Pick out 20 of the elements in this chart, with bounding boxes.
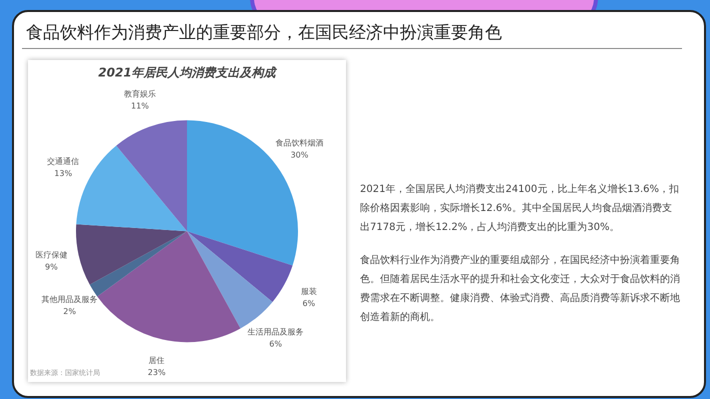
data-label: 13%: [54, 169, 72, 178]
text: 食品饮料行业作为消费产业的重要组成部分，在国民经济中扮演着重要角色。但随着居民生活水平的提升和社会文化变迁，大众对于食品饮料的消费需求在不断调整。健康消费、体验式消费、高品质消费等新诉求不断地创造着新的商机。: [360, 254, 680, 325]
slice-label: 居住: [148, 356, 165, 365]
slice-label: 交通通信: [47, 157, 80, 166]
data-label: 30%: [290, 150, 309, 160]
data-label: 6%: [269, 339, 282, 348]
slice-label: 其他用品及服务: [42, 294, 98, 304]
text: 2021年，全国居民人均消费支出24100元，比上年名义增长13.6%，扣除价格因素影响，实际增长12.6%。其中全国居民人均食品烟酒消费支出7178元，增长12.2%，占人均消费支出的比重为30%。: [360, 182, 680, 235]
slice-label: 医疗保健: [35, 250, 68, 260]
data-label: 2%: [63, 306, 76, 316]
slice-label: 教育娱乐: [124, 89, 156, 98]
data-label: 9%: [44, 262, 58, 272]
data-label: 11%: [131, 101, 150, 110]
chart-title: 食品饮料作为消费产业的重要部分，在国民经济中扮演重要角色: [26, 22, 503, 45]
data-label: 6%: [302, 299, 316, 308]
slice-label: 食品饮料烟酒: [275, 138, 324, 148]
data-label: 23%: [148, 368, 166, 377]
slice-label: 生活用品及服务: [248, 327, 304, 336]
slice-label: 服装: [300, 287, 317, 296]
chart-subtitle: 2021年居民人均消费支出及构成: [98, 65, 278, 80]
